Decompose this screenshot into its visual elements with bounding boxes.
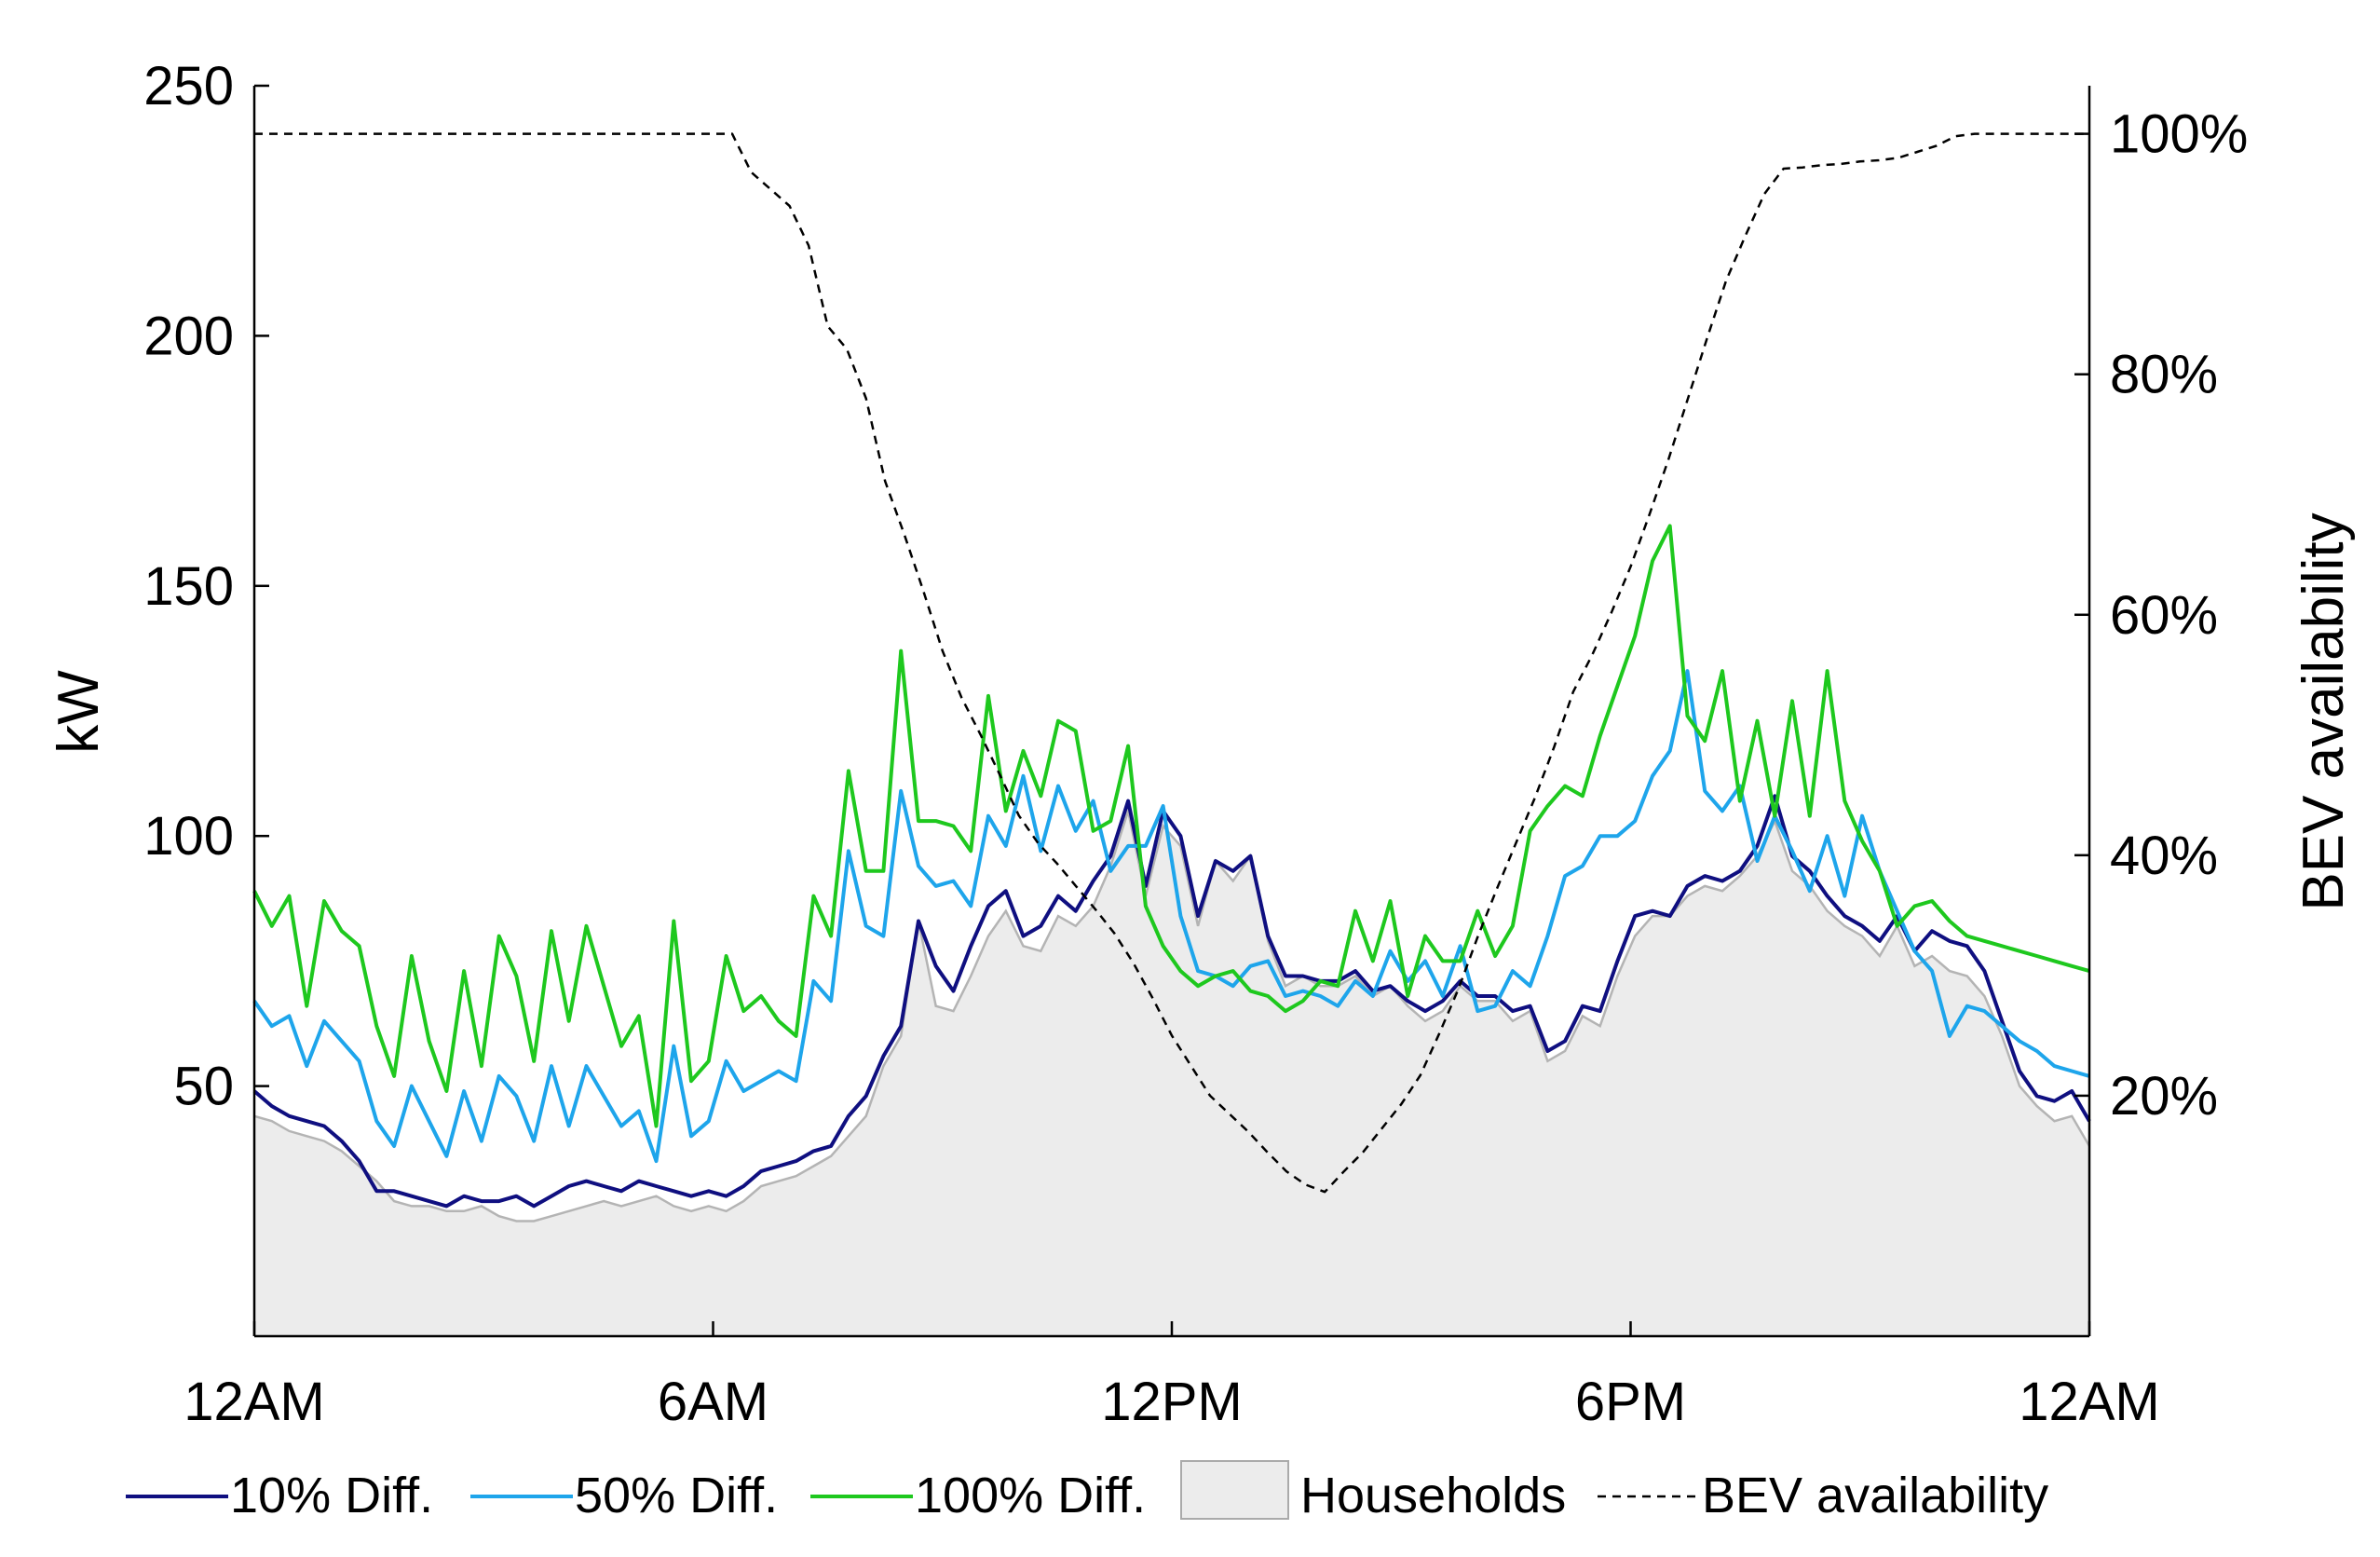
legend-label: 10% Diff.: [230, 1468, 433, 1523]
y-right-axis-title: BEV availability: [2292, 512, 2356, 910]
legend: 10% Diff. 50% Diff. 100% Diff. Households BE…: [126, 1460, 2048, 1523]
y-left-axis-title: kW: [47, 670, 111, 754]
legend-item-50pct-diff: 50% Diff.: [470, 1468, 778, 1523]
plot-area: 12AM 6AM 12PM 6PM 12AM 50 100 150 200 250 20% 40% 60…: [143, 56, 2248, 1432]
x-tick-label: 6AM: [658, 1372, 768, 1432]
series-households-edge: [253, 806, 2091, 1222]
y-right-tick-label: 40%: [2110, 826, 2218, 886]
legend-item-10pct-diff: 10% Diff.: [126, 1468, 433, 1523]
legend-item-bev-availability: BEV availability: [1598, 1468, 2048, 1523]
ticks-layer: 12AM 6AM 12PM 6PM 12AM 50 100 150 200 250 20% 40% 60…: [143, 56, 2248, 1432]
y-right-tick-label: 60%: [2110, 585, 2218, 646]
series-bev-availability-line: [254, 132, 2089, 1194]
x-tick-label: 12AM: [184, 1372, 325, 1432]
series-households-area: [254, 811, 2089, 1336]
x-tick-label: 12PM: [1101, 1372, 1243, 1432]
y-left-tick-label: 100: [143, 806, 234, 867]
legend-swatch: [1180, 1460, 1289, 1520]
x-tick-label: 6PM: [1575, 1372, 1686, 1432]
y-left-tick-label: 150: [143, 556, 234, 617]
y-left-tick-label: 250: [143, 56, 234, 116]
legend-label: 50% Diff.: [575, 1468, 778, 1523]
legend-item-100pct-diff: 100% Diff.: [810, 1468, 1146, 1523]
y-right-tick-label: 20%: [2110, 1066, 2218, 1127]
y-right-tick-label: 100%: [2110, 104, 2248, 165]
series-50pct-diff-line: [252, 669, 2090, 1164]
x-tick-label: 12AM: [2019, 1372, 2160, 1432]
y-left-tick-label: 200: [143, 306, 234, 366]
legend-item-households: Households: [1180, 1460, 1566, 1523]
legend-label: Households: [1300, 1468, 1566, 1523]
legend-label: 100% Diff.: [915, 1468, 1146, 1523]
series-10pct-diff-line: [252, 794, 2091, 1209]
series-100pct-diff-line: [252, 524, 2090, 1128]
y-right-tick-label: 80%: [2110, 345, 2218, 405]
series-layer: [252, 132, 2091, 1336]
legend-label: BEV availability: [1702, 1468, 2048, 1523]
y-left-tick-label: 50: [173, 1057, 234, 1117]
